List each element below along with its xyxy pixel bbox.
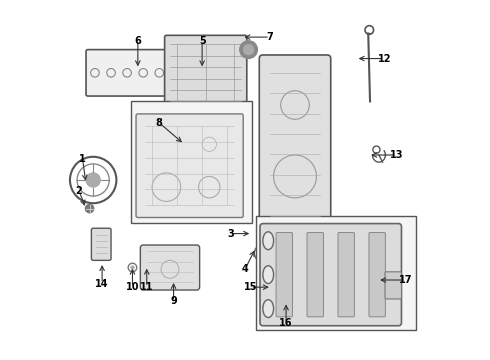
FancyBboxPatch shape [140, 245, 199, 290]
Text: 13: 13 [390, 150, 404, 160]
Text: 1: 1 [79, 154, 86, 163]
FancyBboxPatch shape [338, 233, 354, 317]
Circle shape [240, 41, 258, 59]
FancyBboxPatch shape [260, 224, 401, 326]
FancyBboxPatch shape [276, 233, 293, 317]
Text: 14: 14 [96, 279, 109, 289]
Circle shape [145, 266, 148, 269]
Text: 5: 5 [199, 36, 205, 46]
FancyBboxPatch shape [165, 35, 247, 111]
Ellipse shape [263, 300, 273, 318]
Text: 12: 12 [378, 54, 391, 64]
Circle shape [85, 204, 94, 213]
FancyBboxPatch shape [259, 55, 331, 234]
Text: 16: 16 [279, 318, 293, 328]
Text: 8: 8 [156, 118, 163, 128]
FancyBboxPatch shape [86, 50, 168, 96]
Text: 17: 17 [399, 275, 413, 285]
FancyBboxPatch shape [136, 114, 243, 217]
Bar [131, 102, 252, 223]
Circle shape [243, 44, 254, 55]
Circle shape [259, 249, 266, 257]
Text: 4: 4 [242, 264, 248, 274]
FancyBboxPatch shape [369, 233, 386, 317]
Text: 2: 2 [75, 186, 82, 196]
FancyBboxPatch shape [92, 228, 111, 260]
Circle shape [131, 266, 134, 269]
Ellipse shape [263, 266, 273, 284]
Text: 7: 7 [267, 32, 273, 42]
FancyBboxPatch shape [385, 272, 401, 299]
Text: 9: 9 [170, 296, 177, 306]
Text: 11: 11 [140, 282, 153, 292]
Bar [256, 216, 416, 330]
Text: 6: 6 [134, 36, 141, 46]
FancyBboxPatch shape [307, 233, 323, 317]
Circle shape [86, 173, 100, 187]
Text: 10: 10 [126, 282, 139, 292]
Ellipse shape [263, 232, 273, 249]
Text: 15: 15 [244, 282, 257, 292]
Text: 3: 3 [227, 229, 234, 239]
